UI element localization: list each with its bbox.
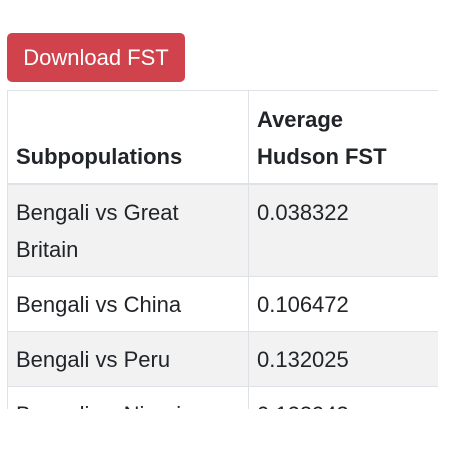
fst-value-cell: 0.132025 <box>248 331 438 387</box>
fst-table-container[interactable]: Subpopulations Average Hudson FST Bengal… <box>7 90 438 409</box>
table-row: Bengali vs Peru 0.132025 <box>7 331 438 387</box>
subpopulation-pair-cell: Bengali vs Great Britain <box>7 183 249 277</box>
table-row: Bengali vs Great Britain 0.038322 <box>7 183 438 277</box>
subpopulation-pair-cell: Bengali vs China <box>7 276 249 332</box>
table-header-row: Subpopulations Average Hudson FST <box>7 90 438 185</box>
fst-value-cell: 0.038322 <box>248 183 438 277</box>
column-header-subpopulations: Subpopulations <box>7 90 249 185</box>
subpopulation-pair-cell: Bengali vs Nigeria <box>7 386 249 409</box>
subpopulation-pair-cell: Bengali vs Peru <box>7 331 249 387</box>
table-row: Bengali vs China 0.106472 <box>7 276 438 332</box>
fst-table: Subpopulations Average Hudson FST Bengal… <box>7 90 438 409</box>
table-row: Bengali vs Nigeria 0.123943 <box>7 386 438 409</box>
column-header-average-hudson-fst: Average Hudson FST <box>248 90 438 185</box>
download-fst-button[interactable]: Download FST <box>7 33 185 82</box>
fst-value-cell: 0.123943 <box>248 386 438 409</box>
fst-value-cell: 0.106472 <box>248 276 438 332</box>
